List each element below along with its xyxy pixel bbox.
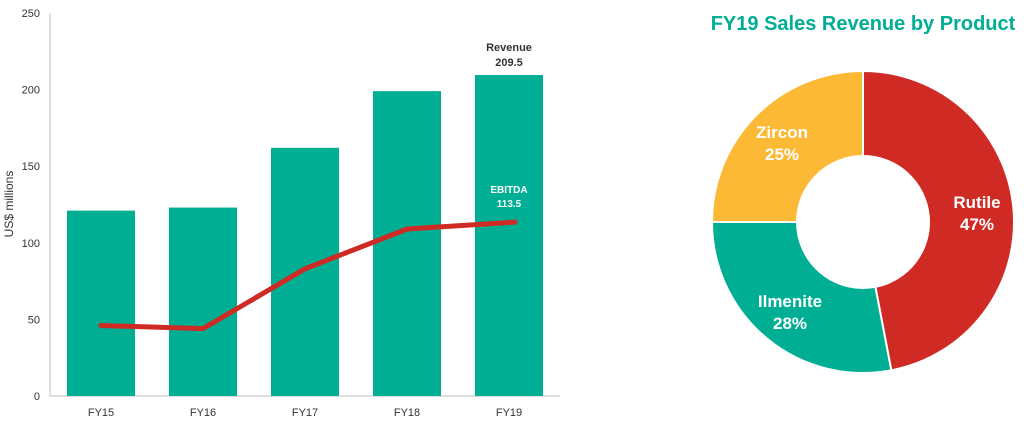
donut-slice-ilmenite [710, 221, 893, 374]
y-tick-label: 200 [22, 85, 40, 97]
revenue-bar [475, 75, 543, 397]
ebitda-annotation-value: 113.5 [497, 199, 522, 210]
donut-slice-labels: Rutile 47% Ilmenite 28% Zircon 25% [756, 123, 1001, 333]
revenue-annotation-label: Revenue [486, 42, 532, 54]
slice-label: Ilmenite [758, 292, 822, 311]
slice-percent: 28% [773, 314, 807, 333]
ebitda-line [98, 219, 518, 332]
donut-slices [710, 69, 1015, 374]
slice-label: Rutile [953, 193, 1000, 212]
ebitda-annotation-label: EBITDA [490, 185, 527, 196]
slice-percent: 47% [960, 215, 994, 234]
x-tick-label: FY19 [496, 407, 522, 419]
slice-label: Zircon [756, 123, 808, 142]
pie-chart-title: FY19 Sales Revenue by Product [711, 13, 1016, 35]
revenue-annotation-value: 209.5 [495, 57, 523, 69]
donut-slice-zircon [710, 69, 864, 223]
revenue-bars [67, 75, 543, 397]
y-tick-label: 250 [22, 8, 40, 20]
y-axis-label: US$ millions [2, 171, 16, 238]
donut-slice-rutile [862, 69, 1015, 372]
y-tick-label: 150 [22, 161, 40, 173]
slice-percent: 25% [765, 145, 799, 164]
revenue-bar [67, 210, 135, 396]
revenue-bar [169, 207, 237, 396]
y-tick-label: 50 [28, 314, 40, 326]
sales-revenue-donut-chart: FY19 Sales Revenue by Product Rutile 47% I… [710, 13, 1016, 374]
y-tick-label: 0 [34, 391, 40, 403]
y-tick-label: 100 [22, 238, 40, 250]
revenue-bar [271, 147, 339, 396]
x-tick-label: FY15 [88, 407, 114, 419]
x-tick-label: FY17 [292, 407, 318, 419]
y-tick-labels: 0 50 100 150 200 250 [22, 8, 40, 403]
revenue-bar [373, 91, 441, 396]
x-tick-label: FY18 [394, 407, 420, 419]
x-tick-labels: FY15 FY16 FY17 FY18 FY19 [88, 407, 522, 419]
x-tick-label: FY16 [190, 407, 216, 419]
